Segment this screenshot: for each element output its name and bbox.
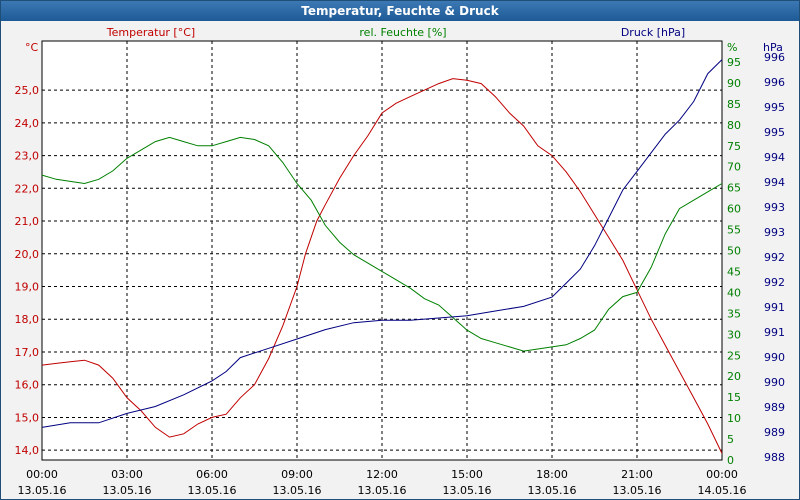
humidity-tick: 30 [727,328,741,341]
pressure-tick: 989 [764,426,785,439]
series-layer [41,59,723,454]
pressure-tick: 992 [764,251,785,264]
pressure-tick: 988 [764,451,785,464]
humidity-tick: 15 [727,391,741,404]
humidity-unit: % [727,41,737,54]
temperature-series-label: Temperatur [°C] [106,26,195,39]
pressure-tick: 993 [764,226,785,239]
x-tick-time: 00:00 [706,468,738,481]
pressure-tick: 990 [764,351,785,364]
x-tick-time: 03:00 [111,468,143,481]
humidity-tick: 75 [727,140,741,153]
x-tick-time: 18:00 [536,468,568,481]
humidity-tick: 80 [727,119,741,132]
pressure-tick: 995 [764,126,785,139]
humidity-tick: 85 [727,98,741,111]
pressure-tick: 991 [764,326,785,339]
x-tick-date: 14.05.16 [698,484,747,497]
humidity-tick: 45 [727,265,741,278]
pressure-tick: 990 [764,376,785,389]
x-tick-date: 13.05.16 [188,484,237,497]
x-tick-date: 13.05.16 [613,484,662,497]
humidity-tick: 50 [727,245,741,258]
humidity-tick: 70 [727,161,741,174]
temperature-tick: 24,0 [15,117,40,130]
temperature-tick: 15,0 [15,411,40,424]
humidity-tick: 60 [727,203,741,216]
temperature-tick: 21,0 [15,215,40,228]
humidity-series-line [41,136,723,352]
humidity-tick: 25 [727,349,741,362]
pressure-tick: 989 [764,401,785,414]
pressure-tick: 993 [764,201,785,214]
temperature-tick: 17,0 [15,346,40,359]
humidity-tick: 90 [727,77,741,90]
temperature-tick: 23,0 [15,150,40,163]
temperature-tick: 25,0 [15,84,40,97]
humidity-tick: 5 [727,433,734,446]
x-tick-date: 13.05.16 [103,484,152,497]
pressure-tick: 996 [764,51,785,64]
pressure-tick: 995 [764,101,785,114]
temperature-tick: 16,0 [15,379,40,392]
temperature-tick: 18,0 [15,313,40,326]
humidity-tick: 55 [727,224,741,237]
temperature-unit: °C [25,41,39,54]
x-tick-time: 21:00 [621,468,653,481]
x-tick-time: 15:00 [451,468,483,481]
x-tick-time: 12:00 [366,468,398,481]
pressure-tick: 991 [764,301,785,314]
x-tick-time: 09:00 [281,468,313,481]
x-tick-time: 00:00 [26,468,58,481]
x-tick-date: 13.05.16 [358,484,407,497]
humidity-tick: 95 [727,56,741,69]
pressure-series-label: Druck [hPa] [621,26,685,39]
pressure-series-line [41,59,723,428]
pressure-unit: hPa [763,41,783,54]
grid-lines [42,41,722,460]
temperature-tick: 20,0 [15,248,40,261]
window-title: Temperatur, Feuchte & Druck [1,1,799,21]
humidity-tick: 0 [727,454,734,467]
x-tick-date: 13.05.16 [18,484,67,497]
pressure-tick: 992 [764,276,785,289]
axes-layer: 00:00 13.05.16 03:00 13.05.16 06:00 13.05.16 0… [15,26,786,497]
chart-canvas: 00:00 13.05.16 03:00 13.05.16 06:00 13.05.16 0… [15,26,786,497]
pressure-tick: 994 [764,151,785,164]
pressure-tick: 996 [764,76,785,89]
humidity-tick: 35 [727,307,741,320]
x-tick-date: 13.05.16 [528,484,577,497]
x-tick-time: 06:00 [196,468,228,481]
temperature-series-line [41,78,723,454]
temperature-tick: 22,0 [15,182,40,195]
humidity-tick: 20 [727,370,741,383]
x-tick-date: 13.05.16 [273,484,322,497]
x-tick-date: 13.05.16 [443,484,492,497]
temperature-tick: 19,0 [15,281,40,294]
temperature-tick: 14,0 [15,444,40,457]
humidity-tick: 10 [727,412,741,425]
humidity-tick: 65 [727,182,741,195]
humidity-tick: 40 [727,286,741,299]
humidity-series-label: rel. Feuchte [%] [359,26,446,39]
pressure-tick: 994 [764,176,785,189]
